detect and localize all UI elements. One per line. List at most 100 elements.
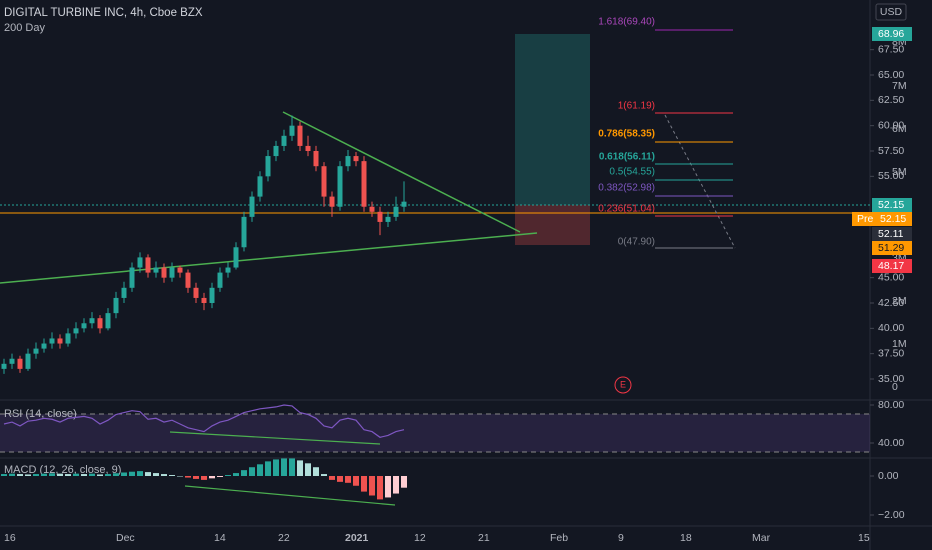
candle-body [33,348,39,354]
candle-body [249,196,255,217]
badge-text: 51.29 [878,242,904,254]
candle-body [65,333,71,344]
macd-bar [281,458,287,476]
volume-tick: 6M [892,123,907,135]
indicator-label[interactable]: 200 Day [4,22,45,34]
volume-tick: 2M [892,295,907,307]
macd-bar [321,474,327,476]
macd-bar [305,463,311,476]
symbol-title[interactable]: DIGITAL TURBINE INC, 4h, Cboe BZX [4,7,203,19]
candle-body [305,145,311,151]
candle-body [273,145,279,157]
candle-body [369,206,375,212]
volume-tick: 5M [892,166,907,178]
macd-bar [233,473,239,476]
rsi-line [3,404,405,438]
candle-body [401,201,407,207]
macd-bar [345,476,351,483]
time-tick: 16 [4,532,16,544]
fib-label: 1.618(69.40) [598,17,655,28]
candle-body [129,267,135,288]
macd-bar [81,474,87,476]
event-marker[interactable] [614,376,632,394]
candle-body [337,166,343,207]
candle-body [345,156,351,167]
fib-label: 0.382(52.98) [598,183,655,194]
macd-bar [249,467,255,476]
fib-label: 0.618(56.11) [599,152,655,163]
macd-bar [353,476,359,486]
candle-body [313,151,319,167]
axis-tick-label: −2.00 [878,509,905,521]
candle-body [81,323,87,329]
candle-body [89,318,95,324]
macd-bar [57,473,63,476]
macd-bar [217,476,223,477]
loss-zone [515,205,590,245]
candle-body [169,267,175,278]
candle-body [113,297,119,314]
time-tick: 9 [618,532,624,544]
axis-tick-label: 80.00 [878,399,904,411]
candle-body [49,338,55,344]
candle-body [385,216,391,222]
macd-bar [209,476,215,479]
axis-tick-label: 42.50 [878,297,904,309]
fib-label: 1(61.19) [618,101,655,112]
macd-bar [73,473,79,476]
candle-body [177,267,183,273]
macd-bar [137,471,143,476]
macd-bar [145,472,151,476]
axis-tick-label: 67.50 [878,43,904,55]
candle-body [1,363,7,369]
candle-body [185,272,191,288]
macd-bar [265,461,271,476]
event-label[interactable]: E [620,379,626,389]
axis-tick-label: 57.50 [878,145,904,157]
candle-body [41,343,47,349]
time-tick: Dec [116,532,135,544]
axis-tick-label: 37.50 [878,347,904,359]
macd-bar [1,474,7,476]
axis-tick-label: 40.00 [878,322,904,334]
macd-bar [169,475,175,476]
fib-label: 0(47.90) [618,237,655,248]
macd-label[interactable]: MACD (12, 26, close, 9) [4,464,121,476]
axis-tick-label: 55.00 [878,170,904,182]
candle-body [297,125,303,146]
axis-tick-label: 62.50 [878,94,904,106]
macd-bar [177,476,183,477]
macd-bar [337,476,343,482]
macd-bar [33,474,39,476]
candle-body [17,358,23,369]
rsi-label[interactable]: RSI (14, close) [4,408,77,420]
series [1,115,407,500]
candle-body [329,196,335,207]
fib-label: 0.5(54.55) [609,167,655,178]
macd-bar [257,464,263,476]
macd-bar [201,476,207,480]
badge-text: 52.15 [878,199,904,211]
macd-bar [113,473,119,476]
time-tick: 22 [278,532,290,544]
macd-bar [49,473,55,476]
candle-body [145,257,151,273]
candle-body [153,267,159,273]
badge [852,212,878,226]
fib-label: 0.786(58.35) [598,129,655,140]
macd-bar [289,458,295,476]
currency[interactable]: USD [880,6,903,18]
macd-bar [129,471,135,476]
badge-text: 52.15 [880,213,906,225]
candle-body [121,287,127,298]
time-axis: 16 Dec 14 22 2021 12 21 Feb 9 18 Mar 15 [4,532,870,544]
candle-body [353,156,359,162]
currency-box[interactable] [875,3,907,21]
macd-bar [401,476,407,488]
volume-tick: 0 [892,381,898,393]
candle-body [289,125,295,136]
badge [872,27,912,41]
macd-bar [297,460,303,476]
fib-label: 0.236(51.04) [598,204,655,215]
